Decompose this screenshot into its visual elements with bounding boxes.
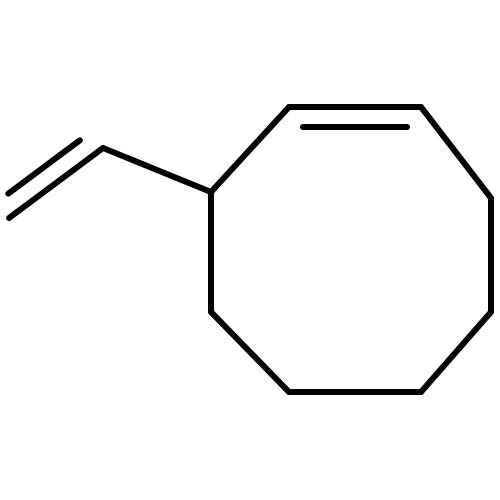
bond-line	[211, 107, 289, 192]
bond-line	[421, 107, 491, 198]
bond-line	[8, 140, 80, 193]
bond-line	[211, 312, 289, 392]
bond-line	[421, 312, 491, 392]
molecule-diagram	[0, 0, 500, 500]
bond-line	[103, 148, 211, 192]
